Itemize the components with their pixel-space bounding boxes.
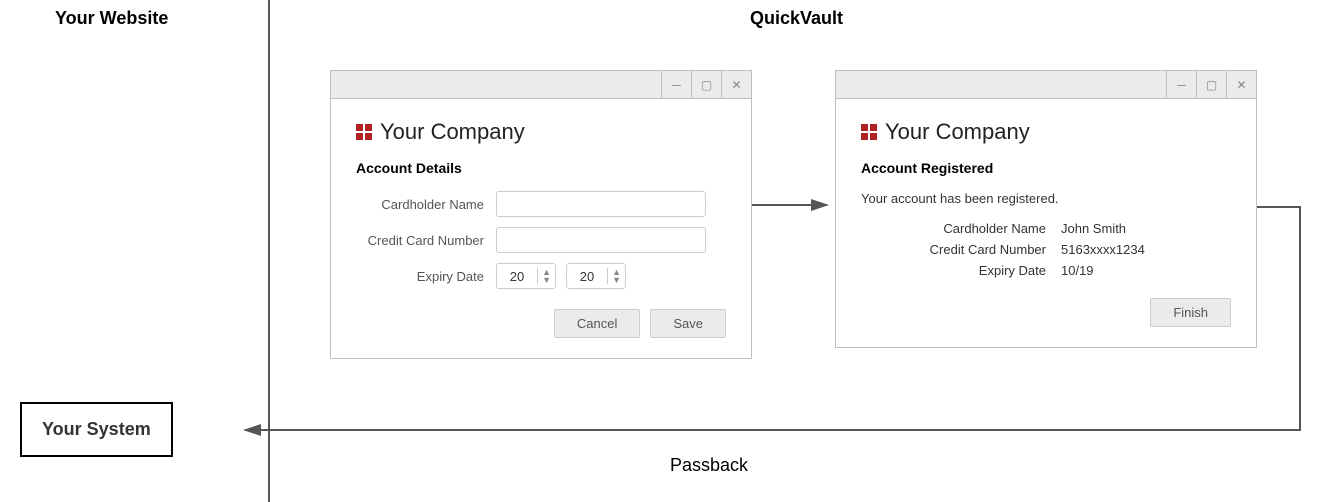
credit-card-number-label: Credit Card Number [356, 233, 496, 248]
company-logo-icon [861, 124, 877, 140]
company-name: Your Company [885, 119, 1030, 145]
expiry-date-label: Expiry Date [356, 269, 496, 284]
vertical-divider [268, 0, 270, 502]
maximize-icon[interactable]: ▢ [1196, 71, 1226, 98]
company-branding: Your Company [356, 119, 726, 145]
your-system-label: Your System [42, 419, 151, 439]
account-details-window: ─ ▢ ✕ Your Company Account Details Cardh… [330, 70, 752, 359]
cardholder-name-label: Cardholder Name [356, 197, 496, 212]
expiry-month-value: 20 [497, 269, 537, 284]
cancel-button[interactable]: Cancel [554, 309, 640, 338]
save-button[interactable]: Save [650, 309, 726, 338]
your-system-box: Your System [20, 402, 173, 457]
company-name: Your Company [380, 119, 525, 145]
cardholder-name-label: Cardholder Name [861, 221, 1061, 236]
registration-message: Your account has been registered. [861, 191, 1231, 206]
account-registered-window: ─ ▢ ✕ Your Company Account Registered Yo… [835, 70, 1257, 348]
cardholder-name-input[interactable] [496, 191, 706, 217]
quickvault-header: QuickVault [750, 8, 843, 29]
section-title: Account Details [356, 160, 726, 176]
minimize-icon[interactable]: ─ [661, 71, 691, 98]
stepper-arrows-icon[interactable]: ▲▼ [537, 268, 555, 284]
section-title: Account Registered [861, 160, 1231, 176]
close-icon[interactable]: ✕ [1226, 71, 1256, 98]
stepper-arrows-icon[interactable]: ▲▼ [607, 268, 625, 284]
flow-arrow-icon [752, 195, 835, 215]
credit-card-number-value: 5163xxxx1234 [1061, 242, 1145, 257]
close-icon[interactable]: ✕ [721, 71, 751, 98]
passback-label: Passback [670, 455, 748, 476]
window-titlebar: ─ ▢ ✕ [331, 71, 751, 99]
company-branding: Your Company [861, 119, 1231, 145]
credit-card-number-label: Credit Card Number [861, 242, 1061, 257]
minimize-icon[interactable]: ─ [1166, 71, 1196, 98]
company-logo-icon [356, 124, 372, 140]
expiry-year-value: 20 [567, 269, 607, 284]
finish-button[interactable]: Finish [1150, 298, 1231, 327]
expiry-month-stepper[interactable]: 20 ▲▼ [496, 263, 556, 289]
credit-card-number-input[interactable] [496, 227, 706, 253]
expiry-year-stepper[interactable]: 20 ▲▼ [566, 263, 626, 289]
cardholder-name-value: John Smith [1061, 221, 1126, 236]
maximize-icon[interactable]: ▢ [691, 71, 721, 98]
your-website-header: Your Website [55, 8, 168, 29]
expiry-date-label: Expiry Date [861, 263, 1061, 278]
window-titlebar: ─ ▢ ✕ [836, 71, 1256, 99]
expiry-date-value: 10/19 [1061, 263, 1094, 278]
